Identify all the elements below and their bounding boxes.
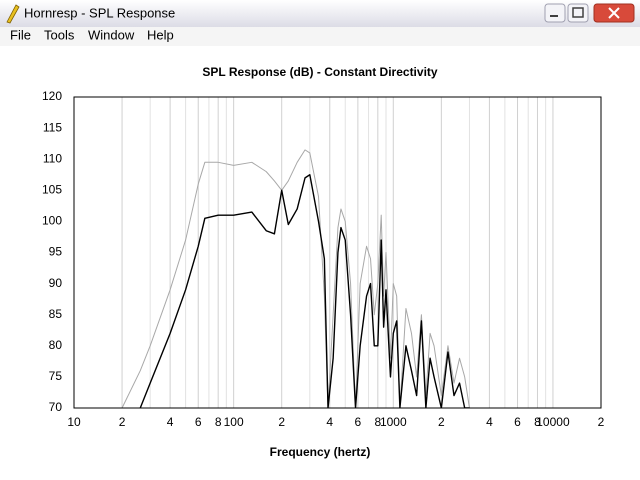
minimize-button[interactable] xyxy=(544,3,566,23)
menu-item[interactable]: Tools xyxy=(44,27,75,42)
x-tick-label: 1000 xyxy=(380,415,407,429)
x-tick-label: 4 xyxy=(167,415,174,429)
x-tick-label: 2 xyxy=(438,415,445,429)
y-tick-label: 115 xyxy=(43,120,62,134)
x-tick-label: 4 xyxy=(326,415,333,429)
x-tick-label: 6 xyxy=(195,415,202,429)
menu-bar xyxy=(0,27,640,46)
x-tick-label: 8 xyxy=(215,415,222,429)
x-tick-label: 2 xyxy=(598,415,605,429)
y-tick-label: 85 xyxy=(49,307,63,321)
y-tick-label: 70 xyxy=(49,400,63,414)
y-tick-label: 100 xyxy=(42,214,62,228)
menu-item[interactable]: Window xyxy=(88,27,135,42)
y-tick-label: 80 xyxy=(49,338,63,352)
window-title: Hornresp - SPL Response xyxy=(24,5,175,20)
plot-frame xyxy=(73,96,602,409)
y-tick-label: 90 xyxy=(49,276,63,290)
y-tick-label: 105 xyxy=(42,182,62,196)
x-tick-label: 10000 xyxy=(536,415,570,429)
plot-lines xyxy=(121,149,470,408)
chart-title: SPL Response (dB) - Constant Directivity xyxy=(202,65,437,79)
maximize-button[interactable] xyxy=(567,3,589,23)
x-tick-label: 4 xyxy=(486,415,493,429)
x-tick-label: 2 xyxy=(278,415,285,429)
y-tick-label: 95 xyxy=(49,245,63,259)
y-tick-label: 120 xyxy=(42,89,62,103)
close-icon xyxy=(608,7,620,19)
x-axis-label: Frequency (hertz) xyxy=(270,445,371,459)
y-tick-label: 110 xyxy=(43,151,62,165)
x-tick-label: 8 xyxy=(374,415,381,429)
series-line xyxy=(139,174,470,408)
maximize-icon xyxy=(572,7,584,18)
app-icon xyxy=(6,4,20,24)
x-tick-label: 8 xyxy=(534,415,541,429)
y-tick-label: 75 xyxy=(49,369,63,383)
x-tick-label: 6 xyxy=(514,415,521,429)
x-tick-label: 6 xyxy=(355,415,362,429)
title-bar xyxy=(0,0,640,27)
x-tick-label: 2 xyxy=(119,415,126,429)
menu-item[interactable]: Help xyxy=(147,27,174,42)
x-tick-label: 10 xyxy=(67,415,81,429)
menu-item[interactable]: File xyxy=(10,27,31,42)
x-tick-label: 100 xyxy=(224,415,244,429)
